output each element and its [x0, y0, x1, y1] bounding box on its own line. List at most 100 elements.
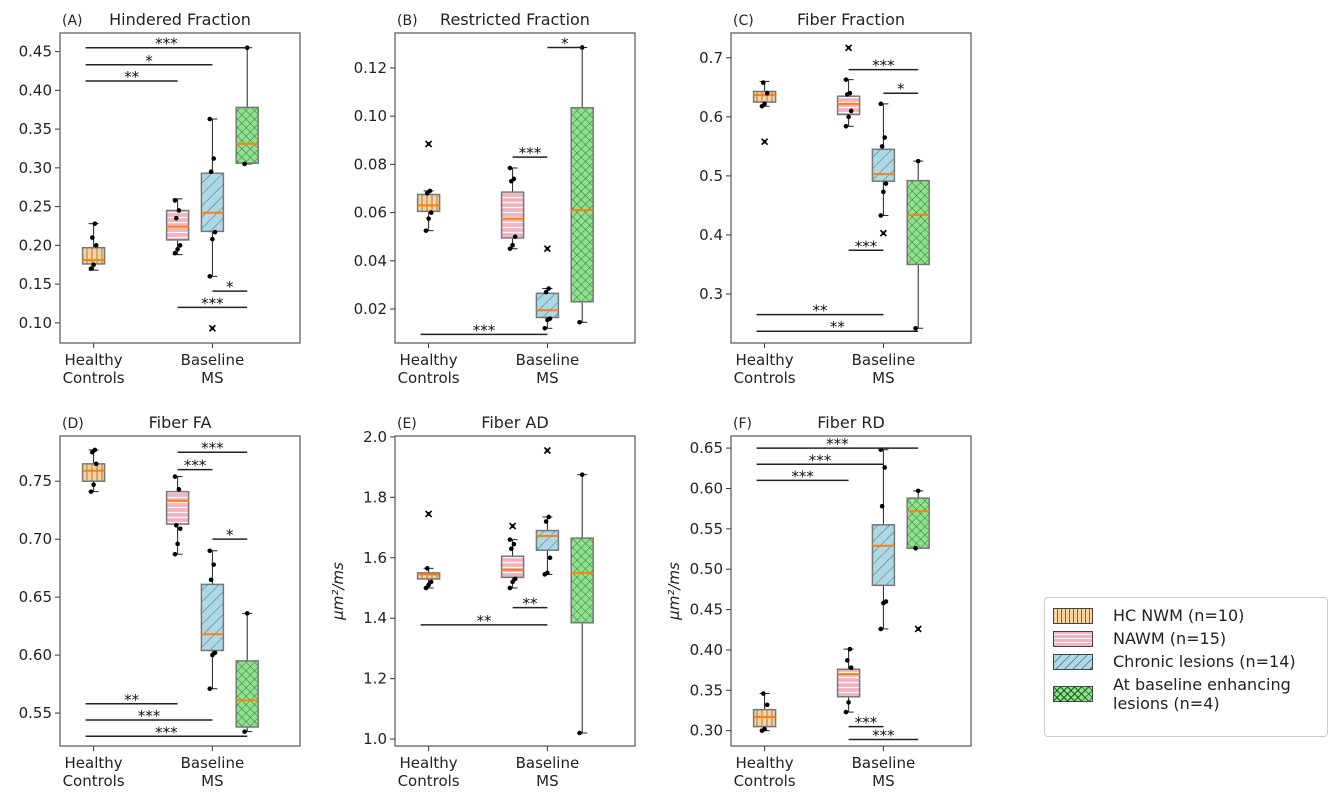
y-tick-label: 0.30 [19, 159, 52, 177]
box-iqr [836, 95, 861, 116]
box-iqr [200, 583, 225, 652]
data-point [172, 250, 178, 256]
data-point [542, 325, 548, 331]
x-tick-label: MS [872, 369, 894, 387]
significance-label: * [226, 278, 234, 296]
data-point [848, 108, 854, 114]
panel-title: Fiber Fraction [797, 10, 905, 29]
x-tick-label: MS [872, 772, 894, 790]
outlier-point [545, 448, 550, 453]
box-iqr [81, 246, 106, 265]
y-tick-label: 0.4 [699, 226, 723, 244]
panel-label: (F) [733, 416, 752, 432]
box-iqr [752, 708, 777, 728]
data-point [545, 570, 550, 576]
data-point [846, 700, 851, 705]
data-point [423, 585, 429, 591]
significance-label: *** [473, 321, 496, 339]
data-point [172, 474, 178, 479]
y-tick-label: 1.6 [363, 549, 387, 567]
outlier-point [426, 512, 431, 516]
box-enh [235, 45, 259, 167]
y-tick-label: 0.08 [354, 155, 387, 173]
data-point [176, 208, 182, 213]
axes-frame [59, 32, 301, 344]
box-iqr [570, 106, 594, 303]
significance-label: *** [791, 467, 814, 485]
axes-frame [730, 32, 972, 344]
y-tick-label: 0.40 [690, 641, 723, 659]
x-tick-label: Controls [63, 369, 125, 387]
data-point [915, 158, 921, 164]
data-point [577, 319, 582, 325]
data-point [547, 316, 553, 321]
data-point [207, 274, 213, 279]
data-point [883, 181, 889, 186]
legend-label: HC NWM (n=10) [1113, 606, 1245, 625]
y-tick-label: 0.7 [699, 49, 723, 67]
data-point [546, 514, 551, 520]
legend-swatch-chronic [1053, 653, 1093, 670]
data-point [577, 730, 582, 736]
data-point [882, 465, 887, 470]
box-nawm [165, 198, 190, 256]
data-point [208, 577, 214, 583]
y-tick-label: 0.60 [19, 646, 52, 664]
legend-label: Chronic lesions (n=14) [1113, 652, 1296, 671]
x-tick-label: Baseline [181, 351, 245, 369]
data-point [510, 242, 515, 248]
significance-label: *** [184, 457, 207, 475]
data-point [507, 165, 513, 171]
data-point [847, 646, 853, 652]
panel-title: Hindered Fraction [109, 10, 251, 29]
box-nawm [500, 522, 525, 591]
data-point [177, 526, 183, 532]
panel-d: (D) Fiber FA 0.55 0.60 0.65 0.70 0.75 HealthyCo… [19, 413, 301, 790]
data-point [843, 77, 849, 82]
y-tick-label: 1.0 [363, 730, 387, 748]
significance-label: ** [523, 595, 539, 613]
y-tick-label: 0.04 [354, 252, 387, 270]
legend-item-enh: At baseline enhancing lesions (n=4) [1053, 675, 1319, 713]
y-tick-label: 0.65 [690, 439, 723, 457]
data-point [879, 144, 885, 149]
box-iqr [570, 537, 594, 624]
data-point [509, 546, 514, 551]
data-point [883, 599, 889, 604]
data-point [547, 555, 553, 561]
x-tick-label: Controls [398, 772, 460, 790]
x-tick-label: MS [201, 772, 223, 790]
data-point [210, 236, 215, 242]
y-tick-label: 0.40 [19, 81, 52, 99]
significance-label: * [897, 80, 905, 98]
box-enh [235, 611, 259, 734]
axes-frame [730, 435, 972, 747]
panel-title: Fiber AD [481, 413, 548, 432]
y-tick-label: 0.65 [19, 588, 52, 606]
significance-label: *** [155, 723, 178, 741]
legend-label: At baseline enhancing lesions (n=4) [1113, 675, 1291, 713]
y-tick-label: 0.25 [19, 198, 52, 216]
significance-label: * [226, 526, 234, 544]
box-hc [752, 691, 777, 733]
data-point [212, 650, 218, 656]
data-point [423, 228, 429, 233]
legend: HC NWM (n=10) NAWM (n=15) Chronic lesion… [1044, 597, 1328, 737]
y-axis-label: μm²/ms [329, 562, 347, 621]
axes-frame [394, 32, 636, 344]
y-tick-label: 0.30 [690, 722, 723, 740]
box-chronic [871, 447, 896, 632]
box-iqr [906, 497, 930, 549]
data-point [92, 447, 98, 453]
data-point [761, 80, 766, 85]
data-point [242, 161, 247, 167]
x-tick-label: Controls [63, 772, 125, 790]
legend-item-nawm: NAWM (n=15) [1053, 629, 1319, 648]
data-point [212, 229, 218, 235]
y-tick-label: 0.10 [19, 314, 52, 332]
panel-label: (B) [397, 13, 418, 29]
y-tick-label: 0.06 [354, 204, 387, 222]
data-point [843, 709, 849, 715]
outlier-point [426, 142, 431, 146]
